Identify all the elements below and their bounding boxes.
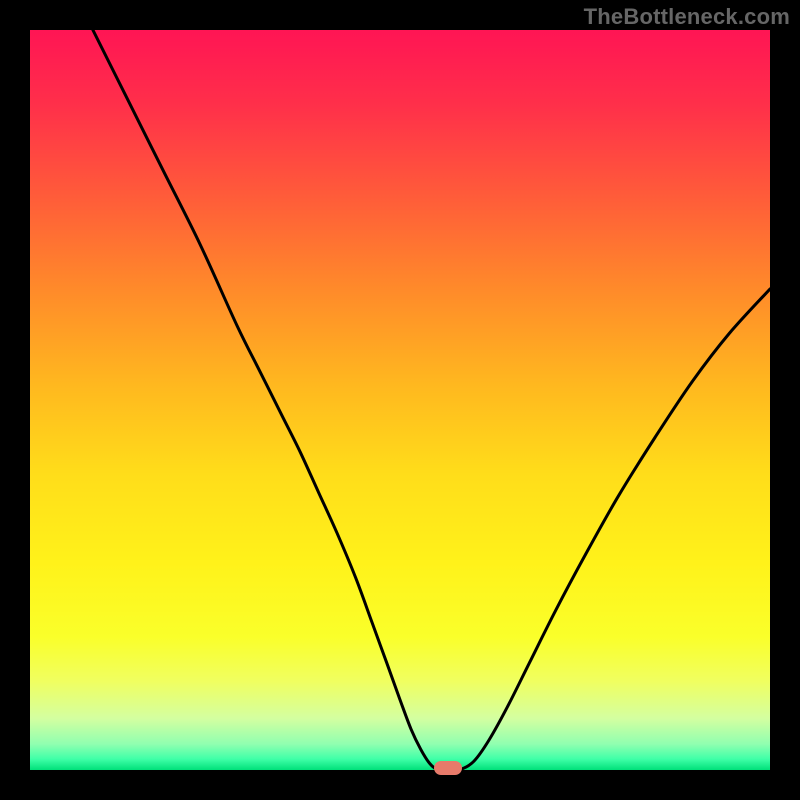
bottleneck-curve <box>30 30 770 770</box>
watermark-label: TheBottleneck.com <box>584 4 790 30</box>
optimal-marker <box>434 761 462 775</box>
chart-frame: TheBottleneck.com <box>0 0 800 800</box>
plot-area <box>30 30 770 770</box>
